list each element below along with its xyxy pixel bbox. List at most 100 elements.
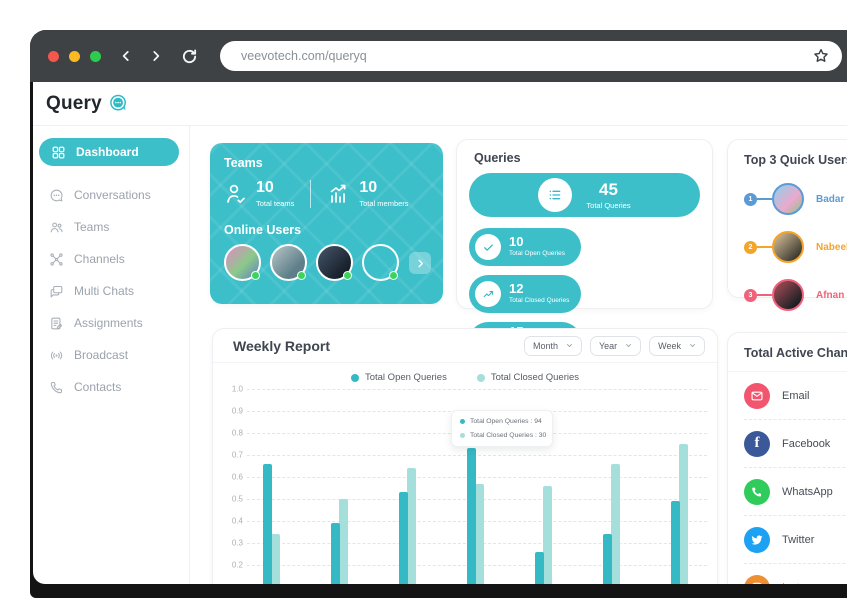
sidebar-item-dashboard[interactable]: Dashboard [39, 138, 179, 166]
online-user-avatar[interactable] [270, 244, 307, 281]
bar-chart: 1.0 0.9 0.8 0.7 0.6 0.5 0.4 0.3 0.2 Total Open Qu… [213, 383, 717, 584]
broadcast-icon [49, 348, 64, 363]
sidebar-item-teams[interactable]: Teams [33, 211, 189, 243]
channel-row-whatsapp[interactable]: WhatsApp [744, 468, 847, 516]
minimize-window-button[interactable] [69, 50, 80, 62]
back-icon[interactable] [119, 49, 133, 63]
quick-user-row-nabeel[interactable]: 2 Nabeel [744, 223, 847, 271]
quick-user-name: Badar [816, 193, 845, 205]
filter-dropdown-month[interactable]: Month [523, 335, 582, 356]
online-status-dot [343, 271, 352, 280]
quick-user-name: Afnan [816, 289, 845, 301]
chart-filters: Month Year Week [523, 335, 705, 356]
sidebar-item-multi-chats[interactable]: Multi Chats [33, 275, 189, 307]
sidebar-item-label: Contacts [74, 380, 122, 394]
channel-name: Email [782, 389, 810, 402]
network-icon [49, 252, 64, 267]
next-users-button[interactable] [409, 252, 431, 274]
sidebar-item-conversations[interactable]: Conversations [33, 179, 189, 211]
quick-user-row-badar[interactable]: 1 Badar [744, 175, 847, 223]
channel-name: Instagram [782, 582, 831, 584]
bar-closed-queries[interactable] [611, 463, 620, 584]
tooltip-dot [460, 433, 465, 438]
y-axis-tick: 0.5 [231, 494, 243, 504]
quick-users-card: Top 3 Quick Users 1 Badar 2 Nabeel 3 Afnan [727, 139, 847, 311]
bar-closed-queries[interactable] [407, 468, 416, 584]
bar-open-queries[interactable] [331, 523, 340, 584]
grid-icon [51, 145, 66, 160]
queue-icon [538, 178, 573, 212]
sidebar-item-channels[interactable]: Channels [33, 243, 189, 275]
online-status-dot [251, 271, 260, 280]
maximize-window-button[interactable] [90, 50, 101, 62]
sidebar-item-assignments[interactable]: Assignments [33, 307, 189, 339]
connector-line [757, 246, 772, 248]
twitter-icon [744, 526, 770, 553]
person-check-icon [224, 182, 248, 206]
bar-closed-queries[interactable] [679, 444, 688, 584]
queries-card: Queries 45 Total Queries 10 Total Open Qu… [456, 139, 713, 407]
online-user-avatar[interactable] [316, 244, 353, 281]
stat-value: 10 [509, 234, 524, 250]
query-stat-pill-total-closed-queries[interactable]: 12 Total Closed Queries [469, 275, 581, 313]
chevron-down-icon [689, 342, 696, 349]
y-axis-tick: 1.0 [231, 384, 243, 394]
rank-badge: 3 [744, 288, 757, 302]
bookmark-star-icon[interactable] [812, 47, 830, 65]
query-stat-pill-total-open-queries[interactable]: 10 Total Open Queries [469, 228, 581, 266]
quick-user-row-afnan[interactable]: 3 Afnan [744, 271, 847, 319]
legend-label: Total Open Queries [364, 372, 447, 383]
online-users-row [224, 244, 431, 281]
quick-users-title: Top 3 Quick Users [744, 153, 847, 167]
legend-item-total-closed-queries[interactable]: Total Closed Queries [476, 372, 579, 383]
total-queries-pill[interactable]: 45 Total Queries [469, 173, 700, 217]
browser-nav [119, 48, 198, 65]
bar-closed-queries[interactable] [543, 485, 552, 584]
stat-divider [310, 180, 312, 208]
bar-open-queries[interactable] [399, 492, 408, 584]
quick-users-list: 1 Badar 2 Nabeel 3 Afnan [744, 175, 847, 319]
chart-tooltip: Total Open Queries : 94 Total Closed Quer… [451, 410, 553, 447]
channel-row-twitter[interactable]: Twitter [744, 516, 847, 564]
sidebar-item-label: Channels [74, 252, 125, 266]
phone-icon [49, 380, 64, 395]
browser-window: veevotech.com/queryq Query Dashboard Conv… [30, 30, 847, 598]
bar-open-queries[interactable] [263, 463, 272, 584]
sidebar-item-label: Conversations [74, 188, 151, 202]
bar-open-queries[interactable] [671, 501, 680, 584]
tooltip-dot [460, 419, 465, 424]
bar-open-queries[interactable] [535, 551, 544, 584]
bar-closed-queries[interactable] [475, 483, 484, 584]
y-axis-tick: 0.3 [231, 538, 243, 548]
online-user-avatar[interactable] [224, 244, 261, 281]
users-icon [49, 220, 64, 235]
sidebar-item-label: Multi Chats [74, 284, 135, 298]
bar-closed-queries[interactable] [339, 499, 348, 584]
sidebar-item-broadcast[interactable]: Broadcast [33, 339, 189, 371]
sidebar-item-contacts[interactable]: Contacts [33, 371, 189, 403]
y-axis-tick: 0.2 [231, 560, 243, 570]
channel-name: WhatsApp [782, 485, 833, 498]
channel-row-email[interactable]: Email [744, 372, 847, 420]
channel-row-instagram[interactable]: Instagram [744, 564, 847, 584]
teams-card: Teams 10 Total teams 10 Total members Onlin… [210, 143, 443, 304]
refresh-icon[interactable] [181, 48, 198, 65]
teams-stat-total-teams: 10 Total teams [224, 180, 294, 208]
connector-line [757, 198, 772, 200]
legend-item-total-open-queries[interactable]: Total Open Queries [350, 372, 447, 383]
online-user-avatar[interactable] [362, 244, 399, 281]
url-bar[interactable]: veevotech.com/queryq [220, 41, 842, 71]
channel-row-facebook[interactable]: f Facebook [744, 420, 847, 468]
tooltip-row: Total Open Queries : 94 [460, 418, 544, 425]
filter-dropdown-year[interactable]: Year [589, 335, 642, 356]
y-axis-tick: 0.9 [231, 406, 243, 416]
bar-open-queries[interactable] [467, 448, 476, 584]
quick-user-name: Nabeel [816, 241, 847, 253]
bar-closed-queries[interactable] [271, 534, 280, 584]
bar-open-queries[interactable] [603, 534, 612, 584]
forward-icon[interactable] [149, 49, 163, 63]
y-axis-tick: 0.8 [231, 428, 243, 438]
window-controls [48, 50, 101, 62]
close-window-button[interactable] [48, 50, 59, 62]
filter-dropdown-week[interactable]: Week [649, 335, 705, 356]
